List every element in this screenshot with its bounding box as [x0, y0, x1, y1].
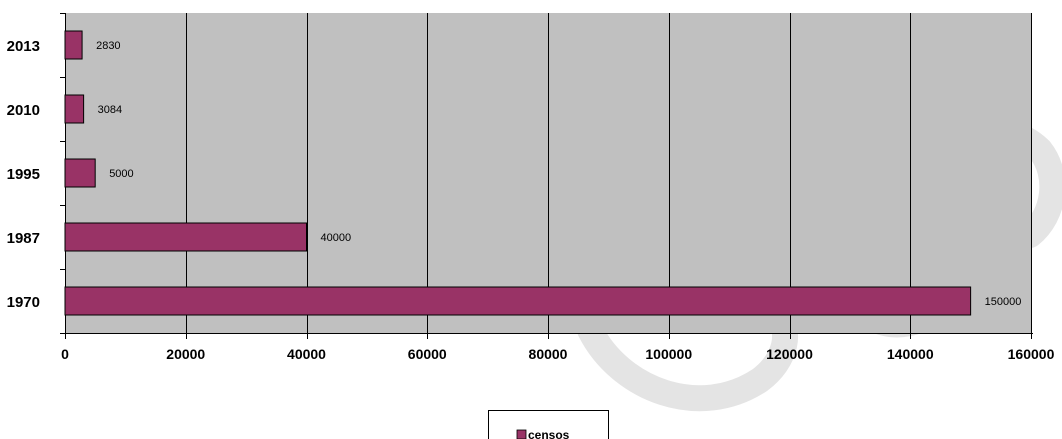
x-tick-label: 60000 [408, 346, 447, 362]
legend-box [488, 410, 609, 439]
legend: censos [488, 410, 609, 439]
category-label: 2010 [7, 102, 40, 119]
data-label: 150000 [985, 296, 1022, 308]
x-tick-label: 80000 [529, 346, 568, 362]
x-tick-label: 40000 [287, 346, 326, 362]
x-tick-label: 0 [61, 346, 69, 362]
data-label: 40000 [321, 232, 352, 244]
category-label: 1995 [7, 166, 40, 183]
legend-swatch [516, 429, 527, 439]
x-tick-label: 120000 [766, 346, 813, 362]
category-label: 1987 [7, 230, 40, 247]
bar-1995 [64, 158, 96, 188]
plot-area: 0 20000 40000 60000 80000 100000 120000 140000 1… [7, 13, 1055, 362]
x-tick-label: 140000 [887, 346, 934, 362]
bar-1987 [64, 222, 307, 252]
category-label: 1970 [7, 294, 40, 311]
x-tick-label: 20000 [166, 346, 205, 362]
data-label: 3084 [98, 104, 122, 116]
bar-2010 [64, 94, 85, 124]
category-label: 2013 [7, 38, 40, 55]
x-tick-label: 160000 [1008, 346, 1055, 362]
bar-2013 [64, 30, 83, 60]
data-label: 2830 [96, 40, 120, 52]
legend-label: censos [528, 428, 570, 439]
bar-1970 [64, 286, 972, 316]
data-label: 5000 [109, 168, 133, 180]
x-tick-label: 100000 [645, 346, 692, 362]
